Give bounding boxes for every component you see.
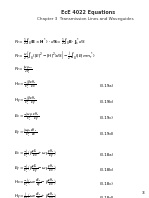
Text: $P_z = \frac{\omega}{2}\left[\int_S (|E|^2-|H|^2)dS\right]-\frac{j}{2}\int_S(|E|: $P_z = \frac{\omega}{2}\left[\int_S (|E|… (14, 50, 96, 62)
Text: $H_y = \frac{j}{k_c^2}\left(\omega\epsilon\frac{\partial E_z}{\partial x}+\beta\: $H_y = \frac{j}{k_c^2}\left(\omega\epsil… (14, 191, 57, 198)
Text: Chapter 3  Transmission Lines and Waveguides: Chapter 3 Transmission Lines and Wavegui… (37, 17, 133, 21)
Text: $E_y = \frac{-j}{k_c^2}\left(\beta\frac{\partial E_z}{\partial y}-\omega\mu\frac: $E_y = \frac{-j}{k_c^2}\left(\beta\frac{… (14, 163, 56, 176)
Text: $H_x = \frac{-j}{k_c^2}\left(\omega\epsilon\frac{\partial E_z}{\partial y}-\beta: $H_x = \frac{-j}{k_c^2}\left(\omega\epsi… (14, 177, 57, 190)
Text: (3.18b): (3.18b) (100, 168, 114, 172)
Text: (3.18a): (3.18a) (100, 153, 114, 157)
Text: (3.18d): (3.18d) (100, 196, 114, 198)
Text: $H_y = \frac{-j\beta}{k_c^2}\frac{\partial H_z}{\partial y}$: $H_y = \frac{-j\beta}{k_c^2}\frac{\parti… (14, 95, 36, 108)
Text: $P_z = \frac{j\omega\mu_{eff}}{2k_c^2}$: $P_z = \frac{j\omega\mu_{eff}}{2k_c^2}$ (14, 64, 33, 77)
Text: 3: 3 (141, 191, 144, 195)
Text: (3.19d): (3.19d) (100, 132, 114, 136)
Text: $P_z = \frac{1}{2}\int_S (\mathbf{E}\times\mathbf{H}^*)\cdot d\mathbf{S} = \frac: $P_z = \frac{1}{2}\int_S (\mathbf{E}\tim… (14, 36, 86, 47)
Text: (3.19a): (3.19a) (100, 84, 114, 88)
Text: (3.19c): (3.19c) (100, 116, 114, 120)
Text: $H_x = \frac{-j\beta}{k_c^2}\frac{\partial H_z}{\partial x}$: $H_x = \frac{-j\beta}{k_c^2}\frac{\parti… (14, 79, 36, 92)
Text: $E_x = \frac{-j}{k_c^2}\left(\beta\frac{\partial E_z}{\partial x}+\omega\mu\frac: $E_x = \frac{-j}{k_c^2}\left(\beta\frac{… (14, 148, 56, 161)
Text: EcE 4022 Equations: EcE 4022 Equations (61, 10, 115, 15)
Text: (3.18c): (3.18c) (100, 182, 114, 186)
Text: $E_x = \frac{-j\omega\mu_0}{k_c^2}\frac{\partial H_z}{\partial y}$: $E_x = \frac{-j\omega\mu_0}{k_c^2}\frac{… (14, 111, 40, 124)
Text: $E_y = \frac{j\omega\mu_0}{k_c^2}\frac{\partial H_z}{\partial x}$: $E_y = \frac{j\omega\mu_0}{k_c^2}\frac{\… (14, 127, 37, 140)
Text: (3.19b): (3.19b) (100, 100, 114, 104)
